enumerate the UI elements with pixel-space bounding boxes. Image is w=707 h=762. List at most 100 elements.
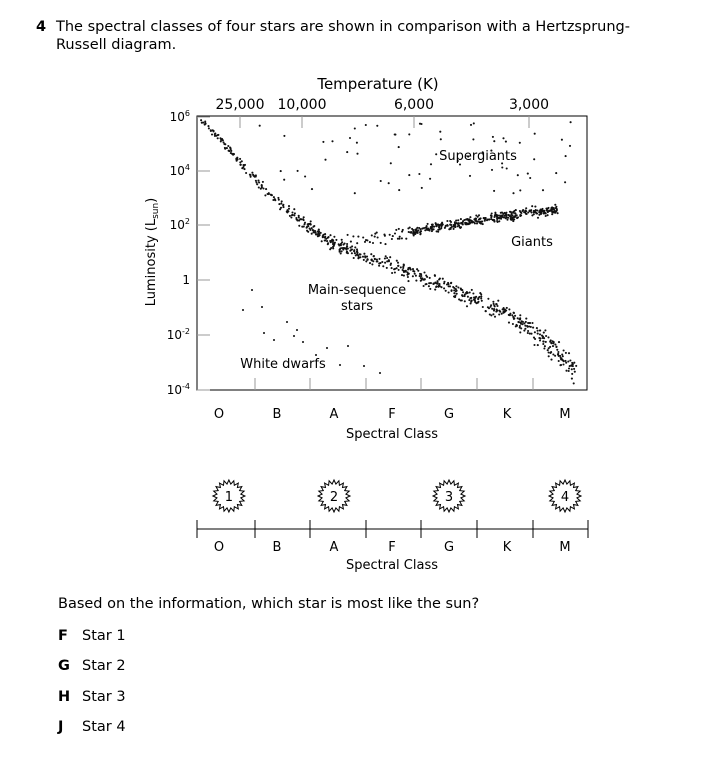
star-dot bbox=[534, 337, 537, 341]
star-dot bbox=[434, 288, 437, 291]
star-dot bbox=[476, 220, 480, 223]
star-dot bbox=[520, 327, 523, 330]
scale-spectral-class-label: B bbox=[273, 540, 282, 555]
star-dot bbox=[477, 298, 480, 301]
star-dot bbox=[495, 303, 498, 306]
temperature-tick-labels: 25,000 10,000 6,000 3,000 bbox=[216, 97, 550, 113]
main-sequence-label: Main-sequence bbox=[308, 283, 406, 298]
star-dot bbox=[279, 170, 282, 173]
star-dot bbox=[508, 308, 511, 311]
question-text: The spectral classes of four stars are s… bbox=[56, 19, 630, 53]
star-dot bbox=[204, 121, 207, 125]
star-dot bbox=[561, 359, 564, 362]
star-dot bbox=[536, 332, 539, 335]
star-dot bbox=[511, 322, 514, 326]
star-dot bbox=[554, 354, 557, 357]
star-dot bbox=[326, 240, 329, 243]
star-dot bbox=[439, 130, 442, 133]
star-dot bbox=[559, 356, 562, 359]
star-dot bbox=[525, 207, 528, 210]
star-dot bbox=[412, 229, 415, 232]
star-dot bbox=[420, 186, 423, 189]
hr-spectral-class-label: B bbox=[273, 407, 282, 422]
star-dot bbox=[541, 189, 545, 192]
star-dot bbox=[209, 129, 212, 132]
star-dot bbox=[346, 344, 350, 348]
star-dot bbox=[547, 206, 550, 209]
star-dot bbox=[493, 308, 496, 311]
star-dot bbox=[418, 226, 421, 230]
star-dot bbox=[433, 225, 436, 228]
star-dot bbox=[325, 237, 328, 240]
star-dot bbox=[557, 341, 561, 344]
star-dot bbox=[368, 241, 371, 244]
star-dot bbox=[572, 382, 575, 385]
star-dot bbox=[309, 222, 312, 225]
star-dot bbox=[499, 310, 502, 313]
star-dot bbox=[487, 297, 490, 300]
star-dot bbox=[260, 184, 263, 188]
star-dot bbox=[228, 150, 231, 153]
star-dot bbox=[323, 239, 326, 242]
star-dot bbox=[416, 268, 419, 271]
answer-choice-g[interactable]: G Star 2 bbox=[58, 658, 126, 674]
star-dot bbox=[384, 261, 387, 264]
star-dot bbox=[520, 211, 523, 215]
star-dot bbox=[348, 136, 352, 140]
temperature-tick-label: 6,000 bbox=[394, 97, 434, 113]
star-dot bbox=[437, 230, 440, 233]
choice-letter: G bbox=[58, 658, 70, 674]
star-dot bbox=[363, 240, 367, 243]
star-dot bbox=[450, 281, 453, 284]
star-dot bbox=[283, 178, 286, 181]
star-dot bbox=[423, 278, 426, 281]
star-dot bbox=[258, 124, 261, 127]
star-dot bbox=[429, 282, 432, 285]
star-dot bbox=[389, 263, 392, 266]
star-dot bbox=[556, 212, 559, 215]
star-dot bbox=[272, 198, 275, 202]
star-dot bbox=[497, 214, 501, 217]
star-dot bbox=[342, 247, 345, 250]
answer-choice-h[interactable]: H Star 3 bbox=[58, 689, 126, 705]
star-dot bbox=[303, 221, 307, 224]
star-dot bbox=[554, 207, 557, 210]
star-dot bbox=[560, 138, 563, 141]
star-dot bbox=[461, 220, 465, 223]
hr-spectral-title: Spectral Class bbox=[346, 427, 438, 442]
star-dot bbox=[552, 211, 555, 214]
star-dot bbox=[434, 282, 438, 285]
star-dot bbox=[524, 320, 527, 323]
luminosity-tick-label: 10-2 bbox=[167, 327, 190, 342]
star-dot bbox=[317, 232, 320, 236]
star-dot bbox=[385, 266, 388, 269]
star-dot bbox=[327, 242, 330, 245]
star-dot bbox=[520, 320, 523, 323]
star-dot bbox=[462, 291, 465, 294]
star-dot bbox=[260, 305, 264, 309]
star-dot bbox=[350, 252, 353, 255]
star-dot bbox=[420, 274, 423, 278]
star-dot bbox=[472, 122, 475, 125]
star-dot bbox=[564, 155, 567, 158]
star-dot bbox=[544, 340, 547, 343]
star-dot bbox=[331, 245, 335, 248]
star-dot bbox=[518, 324, 521, 328]
star-dot bbox=[239, 161, 242, 164]
star-dot bbox=[306, 225, 309, 228]
star-dot bbox=[465, 292, 468, 295]
star-dot bbox=[398, 237, 401, 240]
star-dot bbox=[229, 146, 232, 149]
answer-choice-f[interactable]: F Star 1 bbox=[58, 628, 126, 644]
star-dot bbox=[417, 229, 420, 232]
star-dot bbox=[500, 214, 503, 217]
star-dot bbox=[484, 218, 487, 221]
star-dot bbox=[544, 211, 547, 214]
star-dot bbox=[475, 214, 478, 217]
star-dot bbox=[418, 172, 421, 176]
star-dot bbox=[254, 174, 257, 177]
star-dot bbox=[459, 218, 462, 221]
star-dot bbox=[282, 203, 285, 206]
star-dot bbox=[493, 315, 497, 318]
answer-choice-j[interactable]: J Star 4 bbox=[58, 719, 126, 735]
